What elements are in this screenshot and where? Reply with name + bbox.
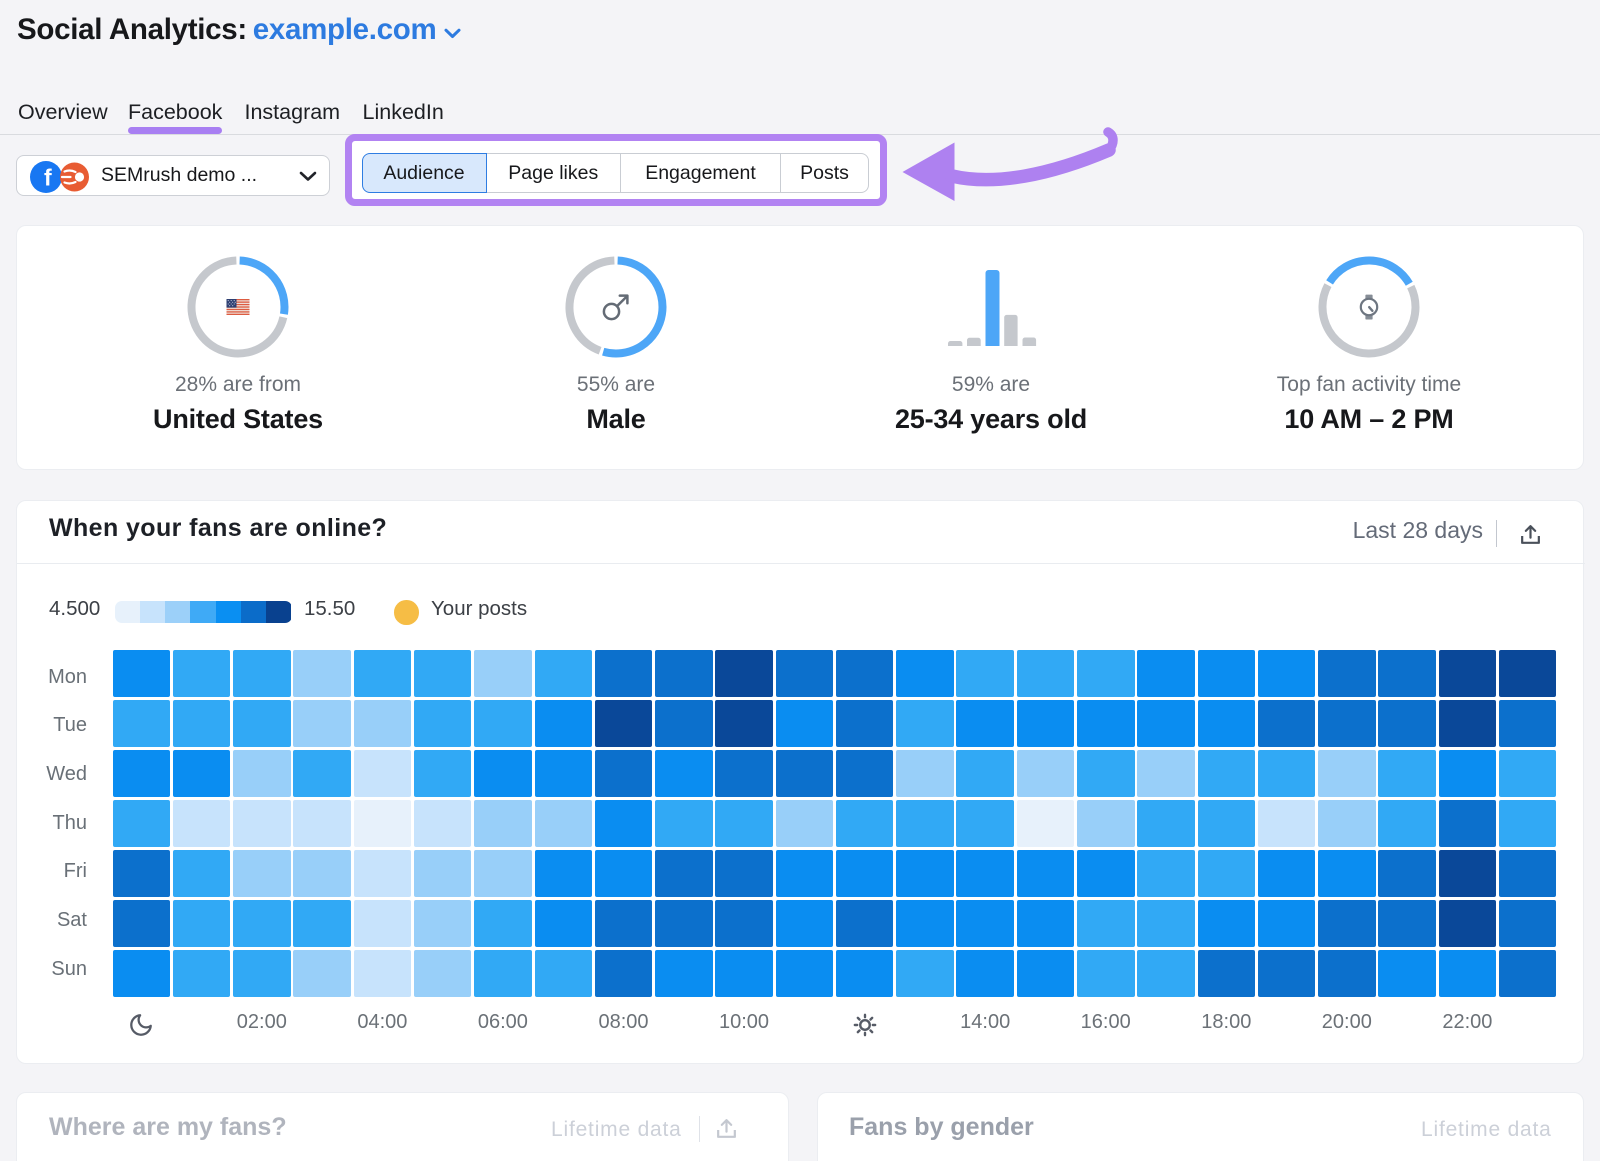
svg-text:f: f — [44, 164, 52, 190]
